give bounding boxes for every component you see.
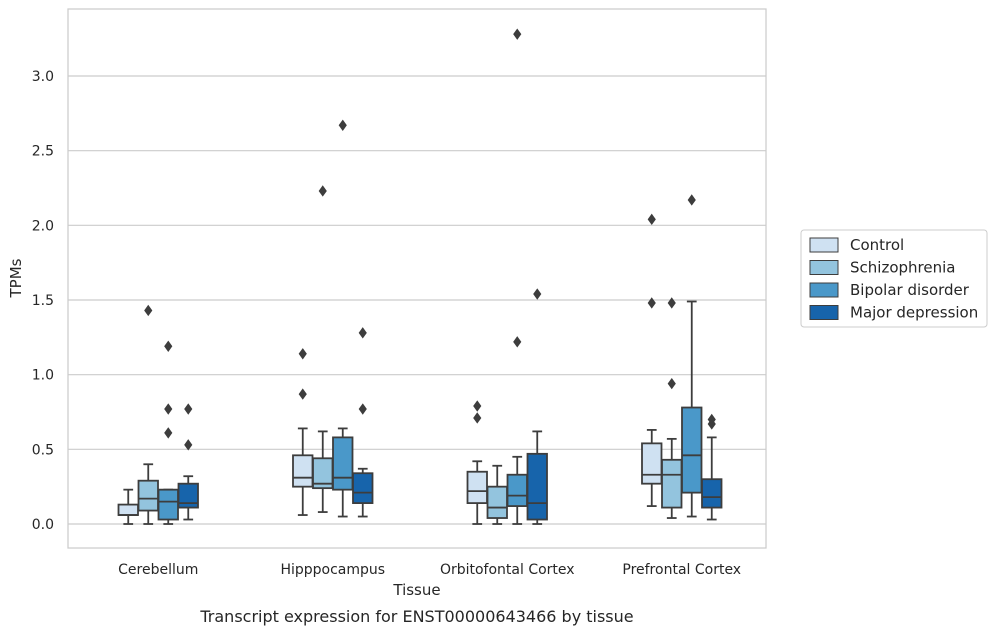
outlier-point bbox=[164, 403, 173, 415]
box-group bbox=[526, 288, 548, 525]
box-group bbox=[312, 185, 334, 513]
x-tick-label: Orbitofontal Cortex bbox=[440, 562, 575, 578]
x-tick-label: Hipppocampus bbox=[280, 562, 385, 578]
x-tick-label: Cerebellum bbox=[118, 562, 198, 578]
y-tick-label: 0.0 bbox=[32, 517, 54, 533]
box-group bbox=[332, 119, 354, 518]
outlier-point bbox=[513, 336, 522, 348]
box-group bbox=[177, 403, 199, 521]
x-tick-label: Prefrontal Cortex bbox=[622, 562, 741, 578]
y-tick-labels: 0.0 0.5 1.0 1.5 2.0 2.5 3.0 bbox=[32, 69, 54, 533]
outlier-point bbox=[687, 194, 696, 206]
box-layer bbox=[117, 28, 723, 525]
box bbox=[292, 454, 314, 488]
legend-label: Schizophrenia bbox=[850, 259, 955, 277]
legend-swatch bbox=[809, 282, 839, 298]
legend-label: Control bbox=[850, 236, 904, 254]
outlier-point bbox=[667, 377, 676, 390]
y-axis-label: TPMs bbox=[7, 258, 25, 298]
box-group bbox=[292, 348, 314, 516]
legend-frame bbox=[800, 229, 988, 328]
y-tick-label: 3.0 bbox=[32, 69, 54, 85]
chart-caption: Transcript expression for ENST0000064346… bbox=[199, 607, 633, 626]
y-tick-label: 0.5 bbox=[32, 442, 54, 458]
box-group bbox=[157, 340, 179, 525]
outlier-point bbox=[473, 412, 482, 424]
box-group bbox=[466, 400, 488, 525]
box-group bbox=[137, 304, 159, 525]
box bbox=[332, 436, 354, 491]
outlier-point bbox=[533, 288, 542, 300]
legend-swatch bbox=[809, 260, 839, 275]
outlier-point bbox=[513, 28, 522, 40]
box-group bbox=[506, 28, 528, 525]
box bbox=[157, 488, 179, 521]
box bbox=[486, 485, 508, 519]
x-axis-label: Tissue bbox=[392, 581, 440, 599]
outlier-point bbox=[164, 340, 173, 352]
box-group bbox=[486, 464, 508, 525]
outlier-point bbox=[184, 403, 193, 415]
box bbox=[526, 452, 548, 521]
box-group bbox=[681, 194, 703, 518]
box bbox=[506, 473, 528, 507]
box bbox=[117, 503, 139, 516]
grid-layer bbox=[68, 75, 766, 525]
y-tick-label: 2.0 bbox=[32, 218, 54, 234]
box bbox=[681, 406, 703, 494]
y-tick-label: 2.5 bbox=[32, 144, 54, 160]
legend: Control Schizophrenia Bipolar disorder Majo… bbox=[800, 229, 988, 328]
box-group bbox=[641, 213, 663, 507]
outlier-point bbox=[338, 119, 347, 131]
box-group bbox=[661, 297, 683, 519]
outlier-point bbox=[647, 213, 656, 226]
box bbox=[641, 442, 663, 485]
outlier-point bbox=[707, 413, 716, 426]
legend-swatch bbox=[809, 237, 839, 253]
outlier-point bbox=[144, 304, 153, 317]
x-tick-labels: Cerebellum Hipppocampus Orbitofontal Corte… bbox=[118, 562, 741, 578]
y-tick-label: 1.0 bbox=[32, 368, 54, 384]
outlier-point bbox=[473, 400, 482, 412]
outlier-point bbox=[647, 297, 656, 309]
box bbox=[137, 479, 159, 512]
plot-area-frame bbox=[67, 8, 767, 549]
box-group bbox=[352, 327, 374, 518]
outlier-point bbox=[298, 348, 307, 360]
box bbox=[701, 478, 723, 509]
legend-label: Major depression bbox=[850, 304, 978, 322]
outlier-point bbox=[318, 185, 327, 197]
legend-swatch bbox=[809, 305, 839, 320]
box bbox=[352, 472, 374, 504]
box-group bbox=[701, 413, 723, 521]
legend-entries: Control Schizophrenia Bipolar disorder Majo… bbox=[809, 236, 978, 322]
outlier-point bbox=[358, 403, 367, 415]
box bbox=[466, 470, 488, 504]
outlier-point bbox=[358, 327, 367, 339]
box-group bbox=[117, 488, 139, 525]
box bbox=[177, 482, 199, 509]
legend-label: Bipolar disorder bbox=[850, 281, 970, 299]
outlier-point bbox=[667, 297, 676, 309]
outlier-point bbox=[164, 427, 173, 439]
box bbox=[661, 458, 683, 509]
outlier-point bbox=[298, 388, 307, 400]
y-tick-label: 1.5 bbox=[32, 293, 54, 309]
outlier-point bbox=[184, 439, 193, 451]
